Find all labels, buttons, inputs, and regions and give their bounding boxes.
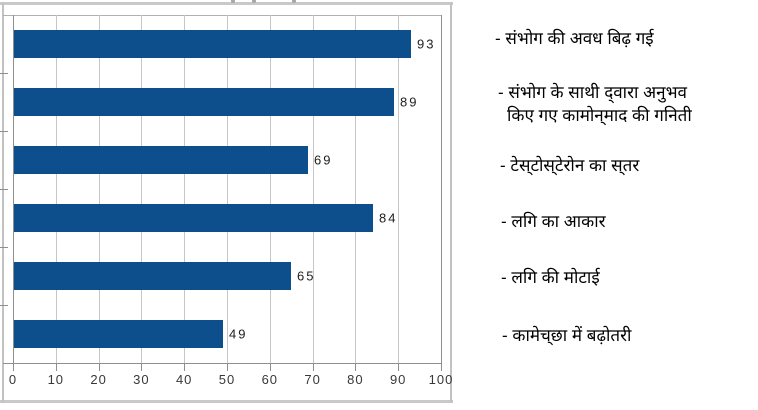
x-axis-tick-label: 90 (389, 372, 407, 387)
gridline (13, 15, 14, 363)
x-axis-tick-label: 80 (347, 372, 364, 387)
x-axis-tick (398, 363, 400, 371)
bar (14, 320, 223, 348)
x-axis-tick (269, 363, 271, 371)
x-axis-tick (312, 363, 314, 371)
gridline (227, 15, 228, 363)
category-label-line: - टेस्‌टोस्‌टेरोन का स्‌तर (500, 156, 640, 175)
category-label: - संभोग की अवध बिढ़ गई (495, 27, 654, 50)
x-axis-tick (441, 363, 442, 371)
x-axis-tick-label: 40 (175, 372, 193, 387)
category-label: - कामेच्‌छा में बढ़ोतरी (502, 324, 631, 347)
category-label-line: किए गए कामोन्‌माद की गनिती (507, 106, 692, 125)
x-axis-line (3, 363, 441, 364)
gridline (98, 15, 100, 363)
x-axis-tick (141, 363, 143, 371)
gridline (355, 15, 357, 363)
category-label: - टेस्‌टोस्‌टेरोन का स्‌तर (500, 154, 639, 177)
bar-value-label: 89 (400, 94, 419, 110)
category-label-line: - संभोग की अवध बिढ़ गई (495, 29, 654, 48)
bar (14, 204, 373, 232)
x-axis-tick (13, 363, 14, 371)
bar (14, 30, 411, 58)
category-label: - लगि की मोटाई (501, 266, 600, 289)
y-axis-tick (0, 305, 8, 306)
x-axis-tick (98, 363, 100, 371)
category-label-line: - लगि का आकार (501, 212, 606, 231)
bar-value-label: 49 (229, 326, 248, 342)
bar-value-label: 69 (314, 152, 333, 168)
category-label-line: - संभोग के साथी द्‌वारा अनुभव (498, 83, 687, 102)
bar-value-label: 93 (417, 36, 436, 52)
gridline (55, 15, 57, 363)
y-axis-tick (0, 189, 8, 190)
bar-value-label: 65 (297, 268, 316, 284)
gridline (141, 15, 143, 363)
category-label-line: - कामेच्‌छा में बढ़ोतरी (502, 326, 632, 345)
gridline (184, 15, 186, 363)
y-axis-tick (0, 73, 8, 74)
chart-border-top (0, 2, 453, 5)
chart-border-bottom (0, 400, 453, 403)
x-axis-tick (227, 363, 228, 371)
x-axis-tick-label: 50 (218, 372, 236, 387)
gridline (312, 15, 314, 363)
y-axis-tick (0, 247, 8, 248)
y-axis-tick (0, 131, 8, 132)
bar (14, 88, 394, 116)
category-label-line: - लगि की मोटाई (501, 268, 600, 287)
x-axis-tick-label: 10 (47, 372, 65, 387)
gridline (269, 15, 271, 363)
category-label: - लगि का आकार (501, 210, 606, 233)
category-label: - संभोग के साथी द्‌वारा अनुभव किए गए कामो… (498, 81, 692, 127)
x-axis-tick (184, 363, 186, 371)
horizontal-bar-chart: 0 10 20 30 40 50 60 70 80 90 100 93 89 69 84 65 49 (0, 0, 454, 403)
gridline (441, 15, 442, 363)
x-axis-tick-label: 20 (90, 372, 107, 387)
x-axis-tick (355, 363, 357, 371)
x-axis-tick-label: 30 (133, 372, 150, 387)
x-axis-tick-label: 0 (8, 372, 18, 387)
chart-border-left (2, 2, 4, 403)
x-axis-tick-label: 100 (428, 372, 454, 387)
x-axis-tick (55, 363, 57, 371)
bar-value-label: 84 (379, 210, 398, 226)
x-axis-tick-label: 70 (304, 372, 321, 387)
bar (14, 262, 291, 290)
x-axis-tick-label: 60 (261, 372, 279, 387)
plot-border-top (3, 15, 441, 16)
bar (14, 146, 308, 174)
gridline (398, 15, 400, 363)
chart-border-right (450, 2, 452, 403)
